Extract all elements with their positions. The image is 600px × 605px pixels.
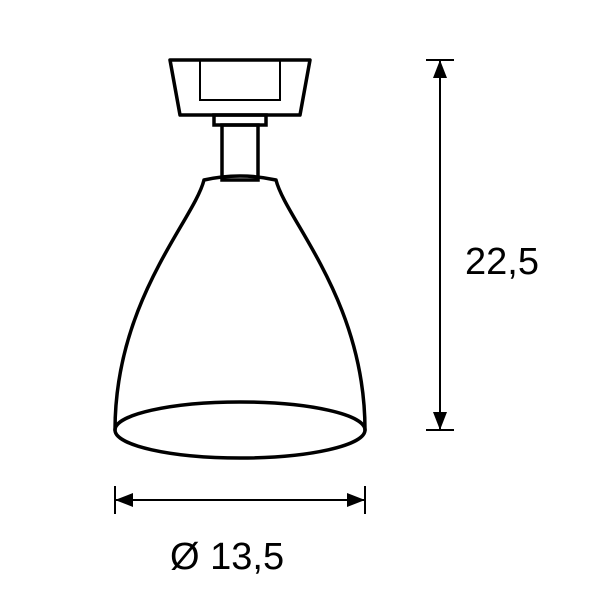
- technical-drawing-container: 22,5 Ø 13,5: [0, 0, 600, 600]
- height-dimension-label: 22,5: [465, 241, 539, 284]
- diameter-dimension-label: Ø 13,5: [170, 536, 284, 579]
- lamp-schematic-svg: [0, 0, 600, 600]
- diameter-prefix: Ø: [170, 536, 210, 578]
- diameter-value: 13,5: [210, 536, 284, 578]
- height-value: 22,5: [465, 241, 539, 283]
